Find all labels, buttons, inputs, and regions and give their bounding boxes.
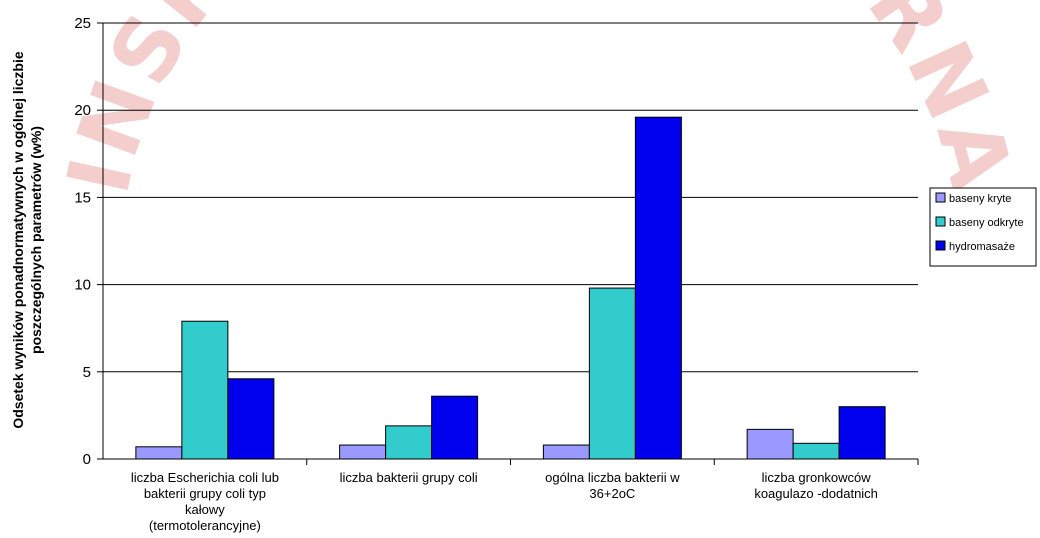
- bar-3-3: [635, 117, 681, 459]
- x-category-label: liczba bakterii grupy coli: [340, 470, 478, 485]
- bar-2-3: [589, 288, 635, 459]
- legend-label: baseny kryte: [949, 193, 1011, 205]
- bar-1-3: [543, 445, 589, 459]
- bar-1-4: [747, 429, 793, 459]
- bar-3-1: [228, 379, 274, 459]
- svg-text:INSPEKCJA SANITARNA: INSPEKCJA SANITARNA: [49, 0, 1032, 203]
- y-tick-label: 15: [74, 189, 91, 206]
- legend-swatch: [936, 241, 945, 250]
- y-tick-label: 25: [74, 15, 91, 32]
- bar-3-2: [432, 396, 478, 459]
- y-tick-label: 20: [74, 102, 91, 119]
- x-category-label: ogólna liczba bakterii w 36+2oC: [545, 470, 680, 501]
- plot-area: 0 5 10 15 20 25 liczba Escherichia coli lub bak…: [74, 15, 918, 533]
- bar-1-1: [136, 447, 182, 459]
- watermark-stamp: INSPEKCJA SANITARNA: [49, 0, 1032, 203]
- legend-swatch: [936, 193, 945, 202]
- y-axis-title: Odsetek wyników ponadnormatywnych w ogól…: [10, 51, 44, 429]
- y-tick-label: 0: [83, 451, 91, 468]
- y-tick-label: 10: [74, 277, 91, 294]
- bar-2-4: [793, 443, 839, 459]
- bar-3-4: [839, 407, 885, 459]
- bar-1-2: [340, 445, 386, 459]
- y-tick-label: 5: [83, 364, 91, 381]
- x-category-label: liczba Escherichia coli lub bakterii grup…: [131, 470, 279, 533]
- bar-2-1: [182, 321, 228, 459]
- y-axis-label: Odsetek wyników ponadnormatywnych w ogól…: [10, 51, 44, 429]
- bar-2-2: [386, 426, 432, 459]
- legend-label: hydromasaże: [949, 241, 1015, 253]
- x-category-label: liczba gronkowców koagulazo -dodatnich: [754, 470, 878, 501]
- legend: baseny kryte baseny odkryte hydromasaże: [930, 188, 1036, 266]
- legend-label: baseny odkryte: [949, 217, 1024, 229]
- legend-swatch: [936, 217, 945, 226]
